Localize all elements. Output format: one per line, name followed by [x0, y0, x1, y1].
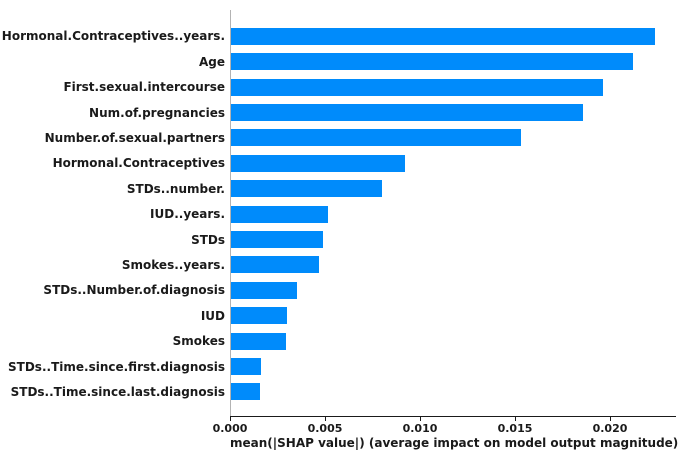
y-tick-label: STDs..Time.since.first.diagnosis	[8, 359, 225, 374]
y-tick-label: Age	[198, 54, 225, 69]
bar	[231, 231, 323, 248]
bar	[231, 256, 319, 274]
x-axis-title: mean(|SHAP value|) (average impact on mo…	[230, 436, 679, 450]
y-tick-label: STDs..number.	[126, 181, 225, 196]
x-tick-label: 0.020	[592, 422, 628, 435]
x-tick-label: 0.000	[212, 422, 248, 435]
bar	[231, 104, 583, 121]
y-axis-line	[230, 10, 231, 416]
y-tick-label: IUD..years.	[150, 207, 225, 222]
bar	[231, 281, 297, 299]
bar	[231, 180, 383, 198]
y-tick-label: Smokes	[172, 334, 225, 349]
y-tick-label: STDs..Time.since.last.diagnosis	[10, 384, 225, 399]
bar	[231, 154, 406, 172]
x-tick-label: 0.015	[497, 422, 533, 435]
y-tick-label: Smokes..years.	[121, 257, 225, 272]
bar	[231, 53, 633, 71]
y-tick-label: IUD	[200, 308, 225, 323]
x-tick-label: 0.010	[402, 422, 438, 435]
x-tick-mark	[230, 417, 231, 421]
bar	[231, 358, 261, 375]
x-tick-mark	[609, 417, 611, 421]
y-tick-label: Hormonal.Contraceptives..years.	[1, 29, 225, 44]
bar	[231, 205, 329, 223]
y-tick-label: STDs..Number.of.diagnosis	[43, 283, 225, 298]
plot-area	[230, 10, 676, 417]
x-tick-label: 0.005	[307, 422, 343, 435]
x-tick-mark	[514, 417, 516, 421]
bar	[231, 129, 521, 147]
bar	[231, 307, 287, 325]
y-tick-label: STDs	[191, 232, 225, 247]
y-tick-label: Hormonal.Contraceptives	[52, 156, 225, 171]
bar	[231, 332, 286, 350]
bar	[231, 27, 656, 45]
x-tick-mark	[324, 417, 326, 421]
x-tick-mark	[419, 417, 421, 421]
y-tick-label: First.sexual.intercourse	[63, 80, 225, 95]
y-tick-label: Number.of.sexual.partners	[44, 130, 225, 145]
bar	[231, 383, 261, 401]
bar	[231, 78, 603, 96]
y-tick-label: Num.of.pregnancies	[89, 105, 225, 120]
